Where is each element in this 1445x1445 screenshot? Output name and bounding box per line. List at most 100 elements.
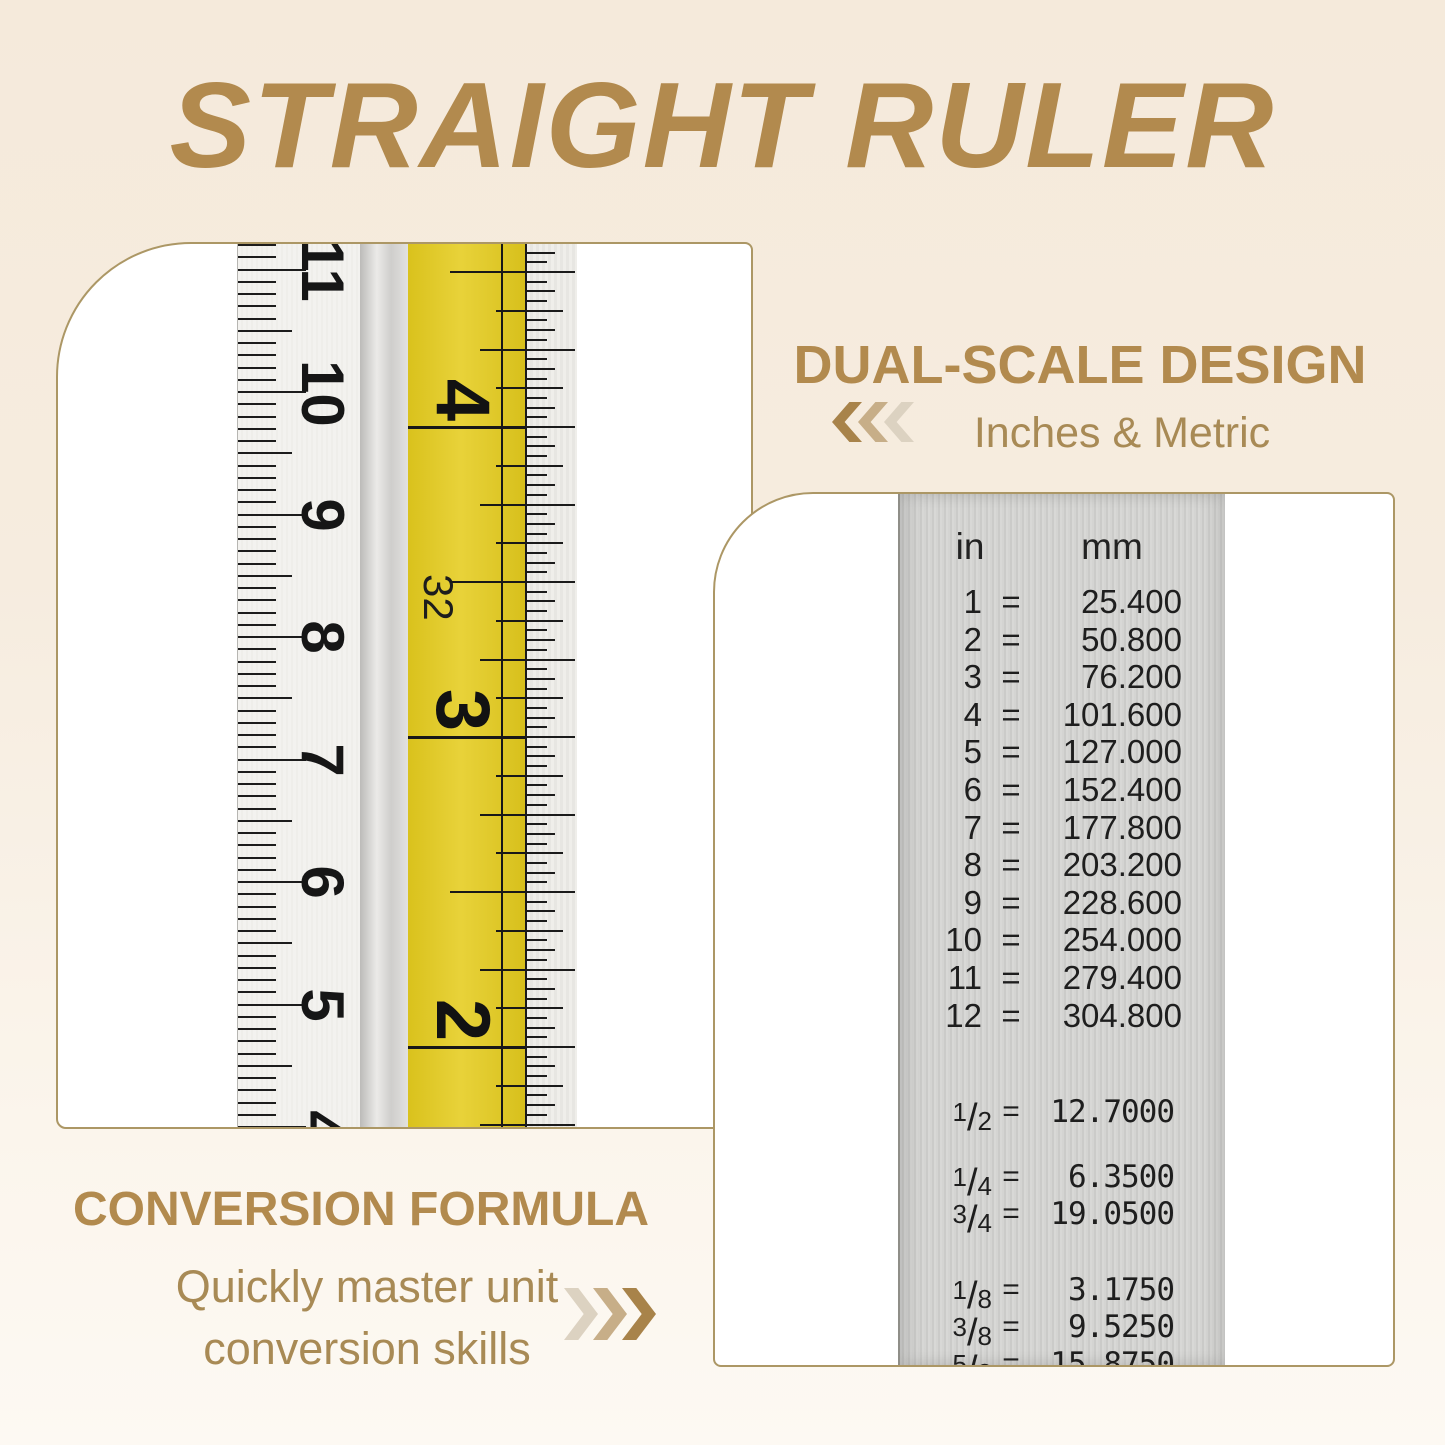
- fraction-slash: /: [966, 1199, 978, 1241]
- cell-inches: 12: [945, 996, 982, 1034]
- fine-tick: [527, 319, 547, 322]
- cell-millimetres: 279.400: [1062, 959, 1182, 996]
- fine-tick: [527, 338, 547, 341]
- cm-tick: [238, 746, 276, 749]
- fine-tick: [527, 881, 547, 884]
- fine-tick: [527, 455, 547, 458]
- fraction-denominator: 2: [977, 1106, 992, 1136]
- inch-graduation-line: [408, 1046, 525, 1049]
- cm-tick: [238, 636, 306, 638]
- fraction-numerator: 5: [952, 1349, 967, 1367]
- fine-tick: [527, 891, 575, 893]
- cell-fraction: 1/4: [906, 1156, 993, 1207]
- cm-tick: [238, 1077, 276, 1079]
- fine-tick: [527, 1065, 555, 1068]
- cm-tick: [238, 354, 276, 357]
- cm-tick: [238, 244, 276, 246]
- fine-tick: [527, 910, 555, 913]
- chevron-left-icon: [832, 402, 862, 442]
- cm-tick: [238, 427, 276, 430]
- cell-inches: 1: [963, 583, 982, 620]
- fine-tick: [527, 987, 555, 990]
- fraction-denominator: 4: [977, 1171, 992, 1201]
- fraction-table-row: 3/4 = 19.0500: [900, 1193, 1225, 1241]
- cm-tick: [238, 403, 276, 406]
- fraction-slash: /: [966, 1275, 978, 1317]
- cm-tick: [238, 721, 276, 724]
- fine-tick: [527, 571, 547, 574]
- cm-tick: [238, 611, 276, 614]
- fraction-denominator: 8: [977, 1321, 992, 1351]
- cell-equals: =: [1001, 846, 1021, 884]
- cm-tick: [238, 734, 276, 736]
- conversion-formula-subtext: Quickly master unit conversion skills: [80, 1256, 654, 1380]
- cm-tick: [238, 905, 276, 908]
- fine-tick: [527, 435, 547, 438]
- cell-equals: =: [1001, 883, 1021, 921]
- fine-tick: [527, 648, 547, 651]
- cm-tick: [238, 366, 276, 369]
- cm-tick: [238, 1101, 276, 1104]
- chevron-left-icon: [884, 402, 914, 442]
- cm-tick: [238, 1040, 276, 1043]
- fine-tick: [527, 581, 575, 583]
- page-title: STRAIGHT RULER: [169, 57, 1276, 193]
- fraction-denominator: 8: [978, 1358, 992, 1365]
- cm-tick: [238, 587, 276, 589]
- fraction-denominator: 8: [977, 1284, 992, 1314]
- table-row: 2 = 50.800: [900, 621, 1225, 659]
- fine-tick: [527, 590, 547, 593]
- fine-tick: [527, 794, 555, 797]
- subtext-line-2: conversion skills: [203, 1323, 531, 1374]
- cell-fraction: 3/4: [906, 1193, 993, 1244]
- cm-tick: [238, 807, 276, 810]
- cell-equals: =: [1001, 808, 1021, 846]
- fine-tick: [527, 803, 547, 806]
- fine-tick: [527, 823, 547, 826]
- cell-millimetres: 3.1750: [1068, 1272, 1175, 1308]
- fine-tick: [527, 774, 563, 777]
- fine-tick: [527, 377, 547, 380]
- fine-tick: [527, 1084, 563, 1087]
- cm-tick: [238, 660, 276, 663]
- cell-millimetres: 304.800: [1062, 996, 1182, 1034]
- fine-tick: [527, 900, 547, 903]
- cell-equals: =: [1001, 733, 1021, 771]
- fine-tick: [527, 629, 547, 632]
- fine-tick: [527, 736, 575, 738]
- cm-tick: [238, 832, 276, 834]
- fine-tick: [527, 290, 555, 293]
- inch-graduation-line: [496, 929, 525, 932]
- cell-equals: =: [1001, 771, 1021, 808]
- inch-graduation-line: [408, 736, 525, 739]
- cm-number: 8: [289, 620, 356, 654]
- fine-tick: [527, 716, 555, 719]
- cell-fraction: 5/8: [906, 1343, 993, 1367]
- fraction-table-row: 1/2 = 12.7000: [900, 1091, 1225, 1139]
- fine-tick: [527, 1123, 575, 1126]
- fine-tick: [527, 1046, 575, 1048]
- cm-tick: [238, 562, 276, 565]
- inch-graduation-line: [496, 542, 525, 545]
- fine-tick: [527, 261, 547, 264]
- fine-tick: [527, 1016, 547, 1019]
- inch-graduation-line: [496, 1084, 525, 1087]
- cm-tick: [238, 280, 276, 283]
- fine-tick: [527, 561, 555, 564]
- table-row: 3 = 76.200: [900, 658, 1225, 696]
- fine-tick: [527, 852, 563, 855]
- table-row: 12 = 304.800: [900, 997, 1225, 1035]
- cm-tick: [238, 991, 276, 994]
- cell-millimetres: 9.5250: [1068, 1309, 1175, 1345]
- cm-tick: [238, 819, 292, 822]
- fine-tick: [527, 658, 575, 661]
- cell-equals: =: [1001, 695, 1021, 733]
- inch-graduation-line: [496, 852, 525, 855]
- fine-tick: [527, 861, 547, 864]
- cell-millimetres: 76.200: [1081, 658, 1182, 696]
- fine-tick: [527, 1055, 547, 1058]
- cm-tick: [238, 1003, 306, 1006]
- fine-tick: [527, 1075, 547, 1078]
